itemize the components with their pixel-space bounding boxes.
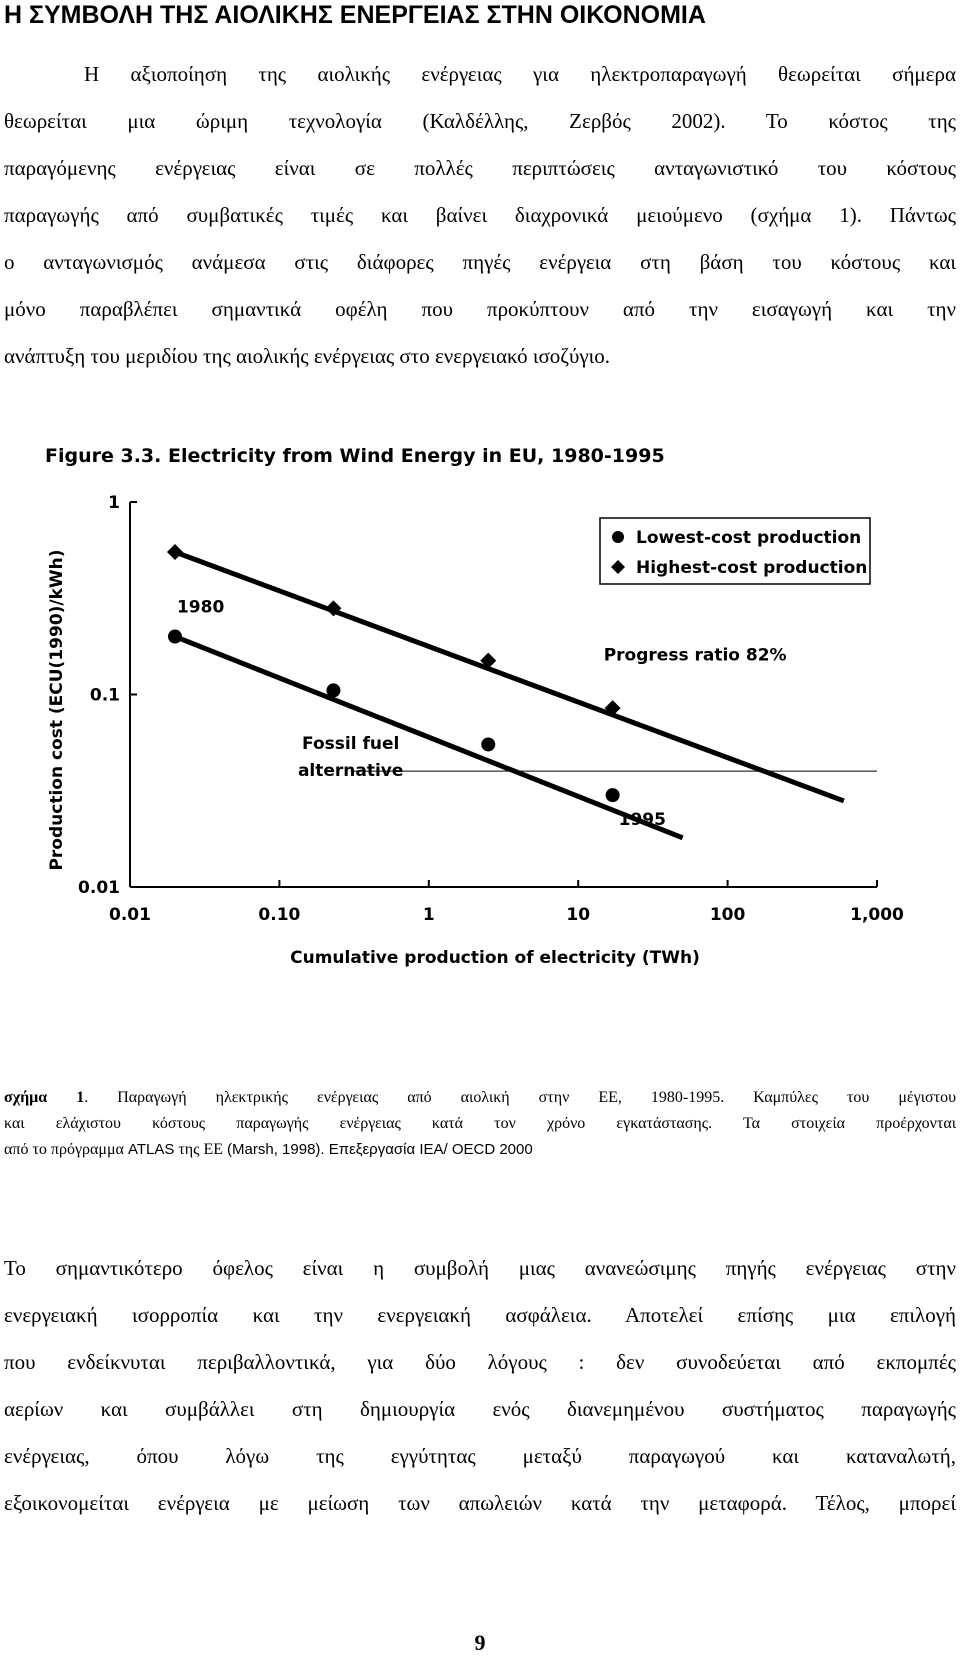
paragraph-intro: Η αξιοποίηση της αιολικής ενέργειας για …	[4, 51, 956, 380]
legend-entry: Lowest-cost production	[636, 528, 861, 548]
x-tick-label: 100	[710, 905, 746, 925]
caption-line: από το πρόγραμμα ATLAS της ΕΕ (Marsh, 19…	[4, 1137, 956, 1163]
caption-line: και ελάχιστου κόστους παραγωγής ενέργεια…	[4, 1115, 956, 1132]
x-tick-label: 0.10	[258, 905, 300, 925]
paragraph-line: παραγωγής από συμβατικές τιμές και βαίνε…	[4, 203, 956, 227]
chart-axes: 0.01 0.10 1 10 100 1,000 0.01 0.1 1	[78, 493, 904, 925]
caption-line: σχήμα 1. Παραγωγή ηλεκτρικής ενέργειας α…	[4, 1085, 956, 1111]
caption-text: . Παραγωγή ηλεκτρικής ενέργειας από αιολ…	[84, 1089, 957, 1106]
paragraph-line: θεωρείται μια ώριμη τεχνολογία (Καλδέλλη…	[4, 109, 956, 133]
trend-lines	[174, 549, 845, 841]
chart-legend: Lowest-cost production Highest-cost produ…	[599, 517, 871, 585]
annotation-label: 1980	[177, 598, 224, 618]
paragraph-line: που ενδείκνυται περιβαλλοντικά, για δύο …	[4, 1350, 956, 1374]
x-tick-label: 10	[566, 905, 590, 925]
reference-label: Fossil fuel	[302, 734, 399, 754]
paragraph-line: ενέργειας, όπου λόγω της εγγύτητας μεταξ…	[4, 1444, 956, 1468]
caption-text: ATLAS	[127, 1141, 175, 1158]
legend-marker-circle	[612, 531, 624, 543]
y-axis-label: Production cost (ECU(1990)/kWh)	[47, 549, 67, 870]
data-point-lowest	[481, 737, 496, 752]
fossil-fuel-reference: Fossil fuel alternative	[298, 734, 877, 781]
trend-line-2	[174, 549, 845, 804]
legend-entry: Highest-cost production	[636, 558, 867, 578]
data-point-highest	[166, 543, 183, 560]
paragraph-line: εξοικονομείται ενέργεια με μείωση των απ…	[4, 1491, 956, 1515]
legend-marker-diamond	[611, 560, 625, 574]
page-number: 9	[474, 1630, 486, 1655]
data-point-highest	[604, 700, 621, 717]
paragraph-line: ανάπτυξη του μεριδίου της αιολικής ενέργ…	[4, 344, 611, 368]
data-point-highest	[480, 652, 497, 669]
caption-text: της ΕΕ	[174, 1141, 228, 1158]
x-tick-label: 0.01	[109, 905, 151, 925]
data-point-lowest	[167, 629, 182, 644]
x-tick-label: 1,000	[850, 905, 904, 925]
wind-cost-chart: Figure 3.3. Electricity from Wind Energy…	[45, 445, 904, 968]
paragraph-line: Η αξιοποίηση της αιολικής ενέργειας για …	[84, 62, 956, 86]
y-tick-label: 0.1	[90, 686, 120, 706]
paragraph-line: ο ανταγωνισμός ανάμεσα στις διάφορες πηγ…	[4, 250, 956, 274]
y-tick-label: 1	[108, 493, 120, 513]
caption-label: σχήμα 1	[4, 1089, 85, 1106]
paragraph-line: ενεργειακή ισορροπία και την ενεργειακή …	[4, 1303, 956, 1327]
trend-line-1	[174, 634, 684, 841]
reference-label: alternative	[298, 761, 403, 781]
data-point-highest	[325, 600, 342, 617]
data-point-lowest	[605, 788, 620, 803]
x-axis-label: Cumulative production of electricity (TW…	[290, 948, 700, 968]
legend-box	[599, 517, 871, 585]
annotation-label: Progress ratio 82%	[604, 646, 787, 666]
annotation-label: 1995	[619, 810, 666, 830]
paragraph-line: παραγόμενης ενέργειας είναι σε πολλές πε…	[4, 156, 956, 180]
data-point-lowest	[326, 683, 341, 698]
page-heading: Η ΣΥΜΒΟΛΗ ΤΗΣ ΑΙΟΛΙΚΗΣ ΕΝΕΡΓΕΙΑΣ ΣΤΗΝ ΟΙ…	[4, 1, 706, 29]
paragraph-line: μόνο παραβλέπει σημαντικά οφέλη που προκ…	[4, 297, 956, 321]
chart-title: Figure 3.3. Electricity from Wind Energy…	[45, 445, 665, 467]
chart-annotations: 1980 1995 Progress ratio 82%	[177, 598, 787, 831]
caption-text: (Marsh, 1998). Επεξεργασία IEA/ OECD 200…	[227, 1141, 533, 1158]
y-tick-label: 0.01	[78, 878, 120, 898]
paragraph-line: αερίων και συμβάλλει στη δημιουργία ενός…	[4, 1397, 956, 1421]
x-tick-label: 1	[423, 905, 435, 925]
data-points	[166, 543, 621, 803]
paragraph-line: Το σημαντικότερο όφελος είναι η συμβολή …	[4, 1256, 956, 1280]
figure-caption: σχήμα 1. Παραγωγή ηλεκτρικής ενέργειας α…	[4, 1085, 956, 1163]
caption-text: από το πρόγραμμα	[4, 1141, 128, 1158]
paragraph-benefits: Το σημαντικότερο όφελος είναι η συμβολή …	[4, 1245, 956, 1527]
